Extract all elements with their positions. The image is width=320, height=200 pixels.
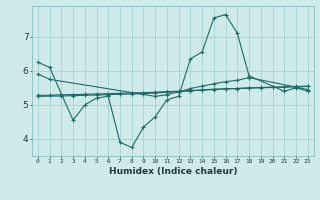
- X-axis label: Humidex (Indice chaleur): Humidex (Indice chaleur): [108, 167, 237, 176]
